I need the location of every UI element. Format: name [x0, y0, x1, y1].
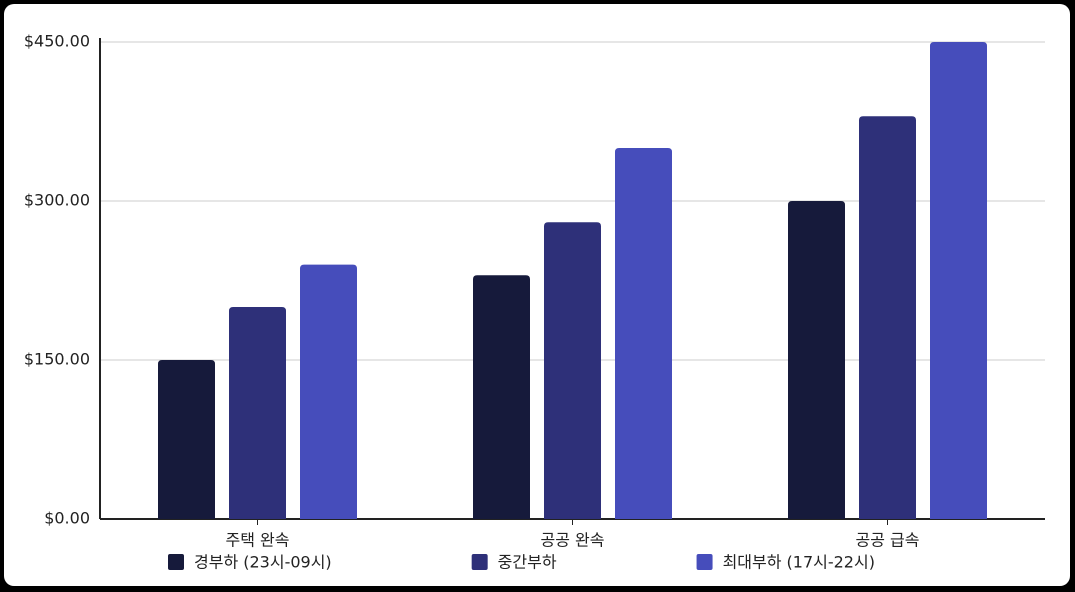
y-tick-label: $300.00 [24, 191, 90, 210]
bar [473, 275, 530, 519]
bar [859, 116, 916, 519]
legend-label: 경부하 (23시-09시) [194, 553, 332, 572]
bar [158, 360, 215, 519]
legend-label: 중간부하 [498, 553, 557, 572]
x-tick-label: 공공 완속 [541, 531, 605, 550]
bar [788, 201, 845, 519]
legend-swatch [696, 554, 713, 570]
bar [615, 148, 672, 519]
bar [930, 42, 987, 519]
bar [300, 264, 357, 519]
legend-swatch [471, 554, 488, 570]
legend-label: 최대부하 (17시-22시) [723, 553, 875, 572]
y-tick-label: $450.00 [24, 32, 90, 51]
bar [229, 307, 286, 519]
bar [544, 222, 601, 519]
y-tick-label: $0.00 [44, 509, 90, 528]
legend-swatch [168, 554, 184, 570]
x-tick-label: 공공 급속 [856, 531, 920, 550]
x-tick-label: 주택 완속 [226, 531, 290, 550]
y-tick-label: $150.00 [24, 350, 90, 369]
